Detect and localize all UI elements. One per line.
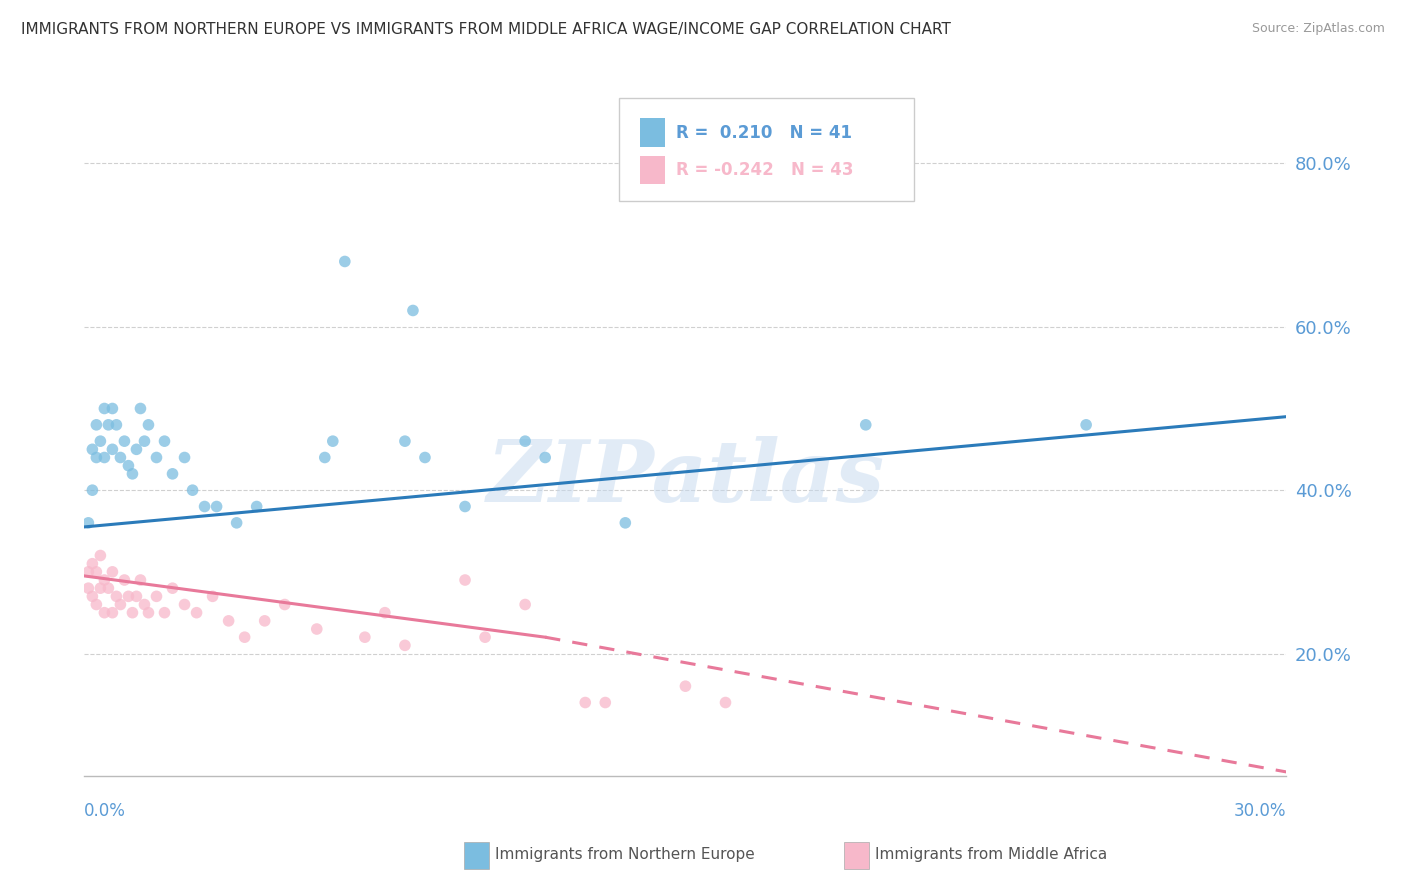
- Text: R =  0.210   N = 41: R = 0.210 N = 41: [676, 124, 852, 142]
- Point: [454, 500, 477, 514]
- Point: [125, 442, 148, 457]
- Point: [675, 679, 697, 693]
- Point: [274, 598, 297, 612]
- Point: [322, 434, 344, 449]
- Point: [162, 467, 184, 481]
- Point: [413, 450, 436, 465]
- Text: 30.0%: 30.0%: [1234, 802, 1286, 820]
- Point: [314, 450, 336, 465]
- Point: [86, 598, 108, 612]
- Point: [125, 590, 148, 604]
- Point: [77, 581, 100, 595]
- Point: [82, 557, 104, 571]
- Point: [253, 614, 276, 628]
- Text: IMMIGRANTS FROM NORTHERN EUROPE VS IMMIGRANTS FROM MIDDLE AFRICA WAGE/INCOME GAP: IMMIGRANTS FROM NORTHERN EUROPE VS IMMIG…: [21, 22, 950, 37]
- Point: [181, 483, 204, 498]
- Point: [194, 500, 217, 514]
- Text: ZIPatlas: ZIPatlas: [486, 436, 884, 519]
- Point: [333, 254, 356, 268]
- Point: [86, 417, 108, 432]
- Text: Source: ZipAtlas.com: Source: ZipAtlas.com: [1251, 22, 1385, 36]
- Point: [110, 598, 132, 612]
- Point: [394, 638, 416, 652]
- Point: [93, 401, 115, 416]
- Point: [89, 549, 111, 563]
- Point: [97, 417, 120, 432]
- Point: [1076, 417, 1098, 432]
- Point: [233, 630, 256, 644]
- Point: [121, 606, 143, 620]
- Point: [162, 581, 184, 595]
- Point: [121, 467, 143, 481]
- Point: [205, 500, 228, 514]
- Text: Immigrants from Middle Africa: Immigrants from Middle Africa: [875, 847, 1107, 862]
- Point: [305, 622, 328, 636]
- Point: [93, 450, 115, 465]
- Point: [354, 630, 377, 644]
- Point: [105, 590, 128, 604]
- Point: [855, 417, 877, 432]
- Point: [89, 434, 111, 449]
- Point: [114, 573, 135, 587]
- Point: [101, 606, 124, 620]
- Point: [714, 696, 737, 710]
- Point: [614, 516, 637, 530]
- Point: [105, 417, 128, 432]
- Point: [138, 606, 160, 620]
- Point: [101, 442, 124, 457]
- Point: [515, 434, 537, 449]
- Point: [225, 516, 247, 530]
- Point: [515, 598, 537, 612]
- Point: [474, 630, 496, 644]
- Point: [110, 450, 132, 465]
- Point: [117, 458, 139, 473]
- Point: [93, 606, 115, 620]
- Point: [86, 450, 108, 465]
- Point: [186, 606, 208, 620]
- Point: [89, 581, 111, 595]
- Point: [129, 401, 152, 416]
- Point: [114, 434, 135, 449]
- Point: [138, 417, 160, 432]
- Point: [534, 450, 557, 465]
- Text: 0.0%: 0.0%: [84, 802, 127, 820]
- Text: R = -0.242   N = 43: R = -0.242 N = 43: [676, 161, 853, 179]
- Point: [82, 590, 104, 604]
- Point: [574, 696, 596, 710]
- Text: Immigrants from Northern Europe: Immigrants from Northern Europe: [495, 847, 755, 862]
- Point: [374, 606, 396, 620]
- Point: [173, 450, 195, 465]
- Point: [402, 303, 425, 318]
- Point: [134, 598, 156, 612]
- Point: [117, 590, 139, 604]
- Point: [218, 614, 240, 628]
- Point: [101, 565, 124, 579]
- Point: [82, 442, 104, 457]
- Point: [145, 590, 167, 604]
- Point: [454, 573, 477, 587]
- Point: [173, 598, 195, 612]
- Point: [201, 590, 224, 604]
- Point: [595, 696, 617, 710]
- Point: [145, 450, 167, 465]
- Point: [77, 516, 100, 530]
- Point: [246, 500, 269, 514]
- Point: [134, 434, 156, 449]
- Point: [153, 434, 176, 449]
- Point: [77, 565, 100, 579]
- Point: [86, 565, 108, 579]
- Point: [93, 573, 115, 587]
- Point: [129, 573, 152, 587]
- Point: [97, 581, 120, 595]
- Point: [101, 401, 124, 416]
- Point: [394, 434, 416, 449]
- Point: [82, 483, 104, 498]
- Point: [153, 606, 176, 620]
